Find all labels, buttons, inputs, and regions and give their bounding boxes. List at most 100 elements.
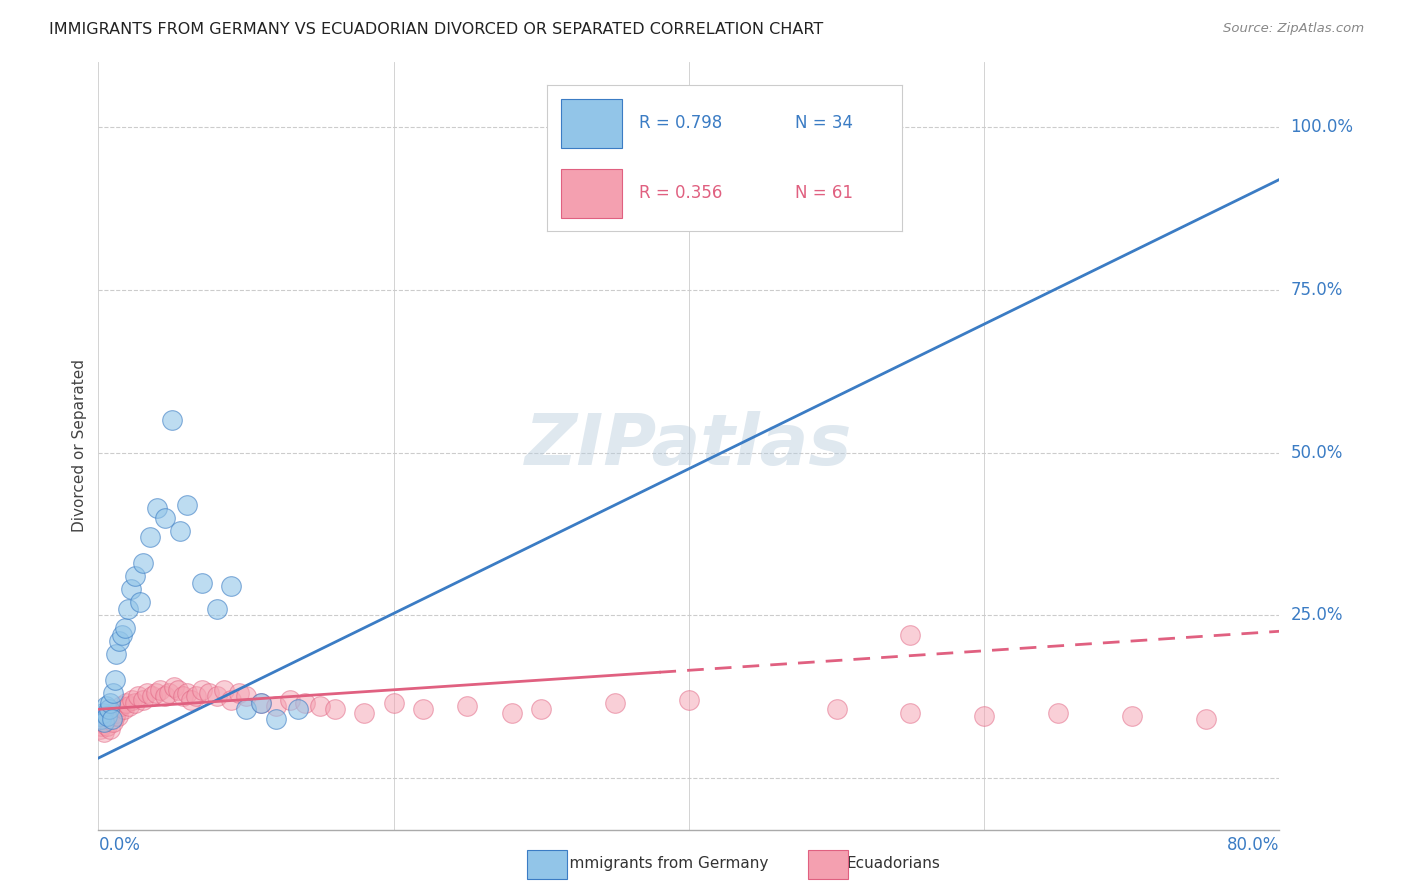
Point — [900, 706, 922, 720]
Point — [382, 696, 405, 710]
Point — [98, 696, 121, 710]
Point — [264, 699, 287, 714]
Point — [309, 699, 332, 714]
Point — [111, 627, 134, 641]
Point — [108, 634, 131, 648]
Point — [250, 696, 273, 710]
Point — [115, 696, 138, 710]
Point — [457, 699, 479, 714]
Point — [172, 690, 194, 704]
Point — [250, 696, 273, 710]
Point — [100, 706, 122, 720]
Point — [180, 692, 202, 706]
Text: 0.0%: 0.0% — [98, 836, 141, 854]
Point — [198, 686, 221, 700]
Point — [149, 682, 172, 697]
Point — [127, 690, 149, 704]
Point — [205, 601, 228, 615]
Point — [153, 690, 176, 704]
Point — [228, 686, 250, 700]
Point — [221, 692, 243, 706]
Point — [287, 702, 309, 716]
Point — [146, 500, 169, 515]
Point — [107, 708, 129, 723]
Point — [128, 595, 150, 609]
Point — [280, 692, 302, 706]
Point — [169, 524, 191, 538]
Point — [141, 690, 163, 704]
Point — [96, 708, 118, 723]
Point — [752, 130, 775, 145]
Point — [90, 712, 112, 726]
Point — [264, 712, 287, 726]
Text: IMMIGRANTS FROM GERMANY VS ECUADORIAN DIVORCED OR SEPARATED CORRELATION CHART: IMMIGRANTS FROM GERMANY VS ECUADORIAN DI… — [49, 22, 824, 37]
Text: 25.0%: 25.0% — [1291, 606, 1343, 624]
Point — [323, 702, 346, 716]
Text: 75.0%: 75.0% — [1291, 281, 1343, 299]
Point — [114, 621, 136, 635]
Point — [900, 627, 922, 641]
Text: Immigrants from Germany: Immigrants from Germany — [565, 856, 769, 871]
Point — [412, 702, 434, 716]
Point — [105, 706, 128, 720]
Point — [90, 718, 112, 732]
Point — [353, 706, 375, 720]
Point — [1046, 706, 1070, 720]
Point — [605, 696, 627, 710]
Point — [94, 712, 117, 726]
Point — [104, 673, 127, 687]
Point — [97, 708, 120, 723]
Point — [105, 647, 128, 661]
Text: Source: ZipAtlas.com: Source: ZipAtlas.com — [1223, 22, 1364, 36]
Point — [112, 702, 135, 716]
Point — [110, 699, 132, 714]
Point — [117, 601, 139, 615]
Text: 50.0%: 50.0% — [1291, 443, 1343, 461]
Point — [89, 722, 111, 736]
Point — [139, 530, 162, 544]
Point — [235, 690, 257, 704]
Point — [132, 692, 155, 706]
Point — [93, 725, 115, 739]
Point — [167, 682, 190, 697]
Point — [530, 702, 553, 716]
Point — [1195, 712, 1218, 726]
Point — [97, 702, 120, 716]
Point — [91, 715, 114, 730]
Point — [153, 510, 176, 524]
Point — [91, 706, 114, 720]
Point — [1121, 708, 1143, 723]
Point — [294, 696, 316, 710]
Y-axis label: Divorced or Separated: Divorced or Separated — [72, 359, 87, 533]
Point — [124, 569, 146, 583]
Point — [93, 715, 115, 730]
Point — [176, 686, 198, 700]
Point — [221, 579, 243, 593]
Point — [96, 718, 118, 732]
Point — [124, 696, 146, 710]
Point — [678, 692, 700, 706]
Point — [145, 686, 167, 700]
Point — [103, 686, 125, 700]
Point — [191, 575, 214, 590]
Point — [191, 682, 214, 697]
Point — [825, 702, 848, 716]
Text: Ecuadorians: Ecuadorians — [846, 856, 941, 871]
Point — [163, 680, 186, 694]
Point — [103, 715, 125, 730]
Point — [162, 413, 183, 427]
Point — [501, 706, 523, 720]
Point — [121, 692, 143, 706]
Point — [89, 708, 111, 723]
Point — [157, 686, 180, 700]
Point — [205, 690, 228, 704]
Point — [176, 498, 198, 512]
Point — [184, 690, 207, 704]
Point — [98, 722, 121, 736]
Point — [132, 556, 155, 570]
Text: 80.0%: 80.0% — [1227, 836, 1279, 854]
Text: 100.0%: 100.0% — [1291, 119, 1354, 136]
Point — [136, 686, 159, 700]
Point — [94, 699, 117, 714]
Point — [235, 702, 257, 716]
